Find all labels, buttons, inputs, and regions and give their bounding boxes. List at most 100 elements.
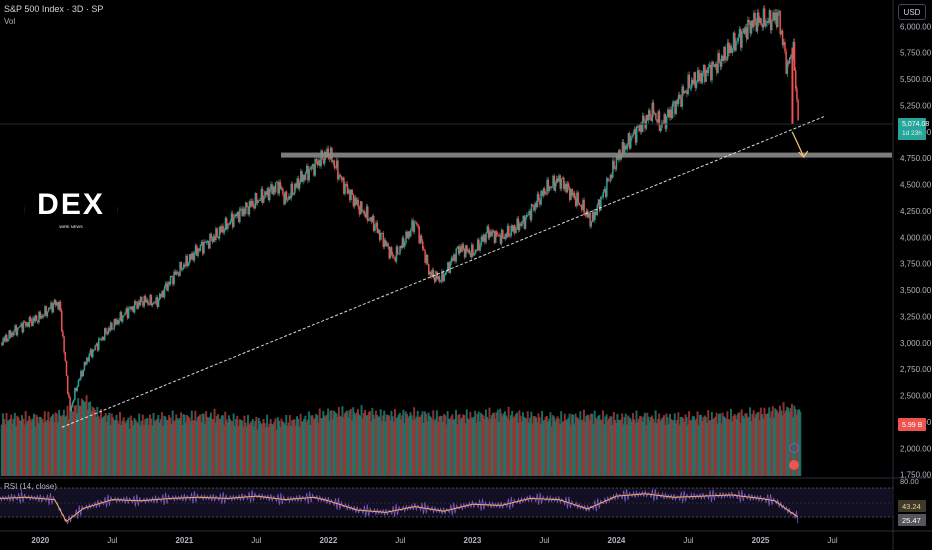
candle-body: [651, 102, 654, 121]
rsi-label: RSI (14, close): [4, 482, 57, 491]
volume-bar: [284, 424, 287, 476]
volume-bar: [213, 408, 216, 476]
candle-body: [437, 276, 440, 280]
candle-body: [541, 190, 544, 196]
candle-body: [545, 193, 547, 195]
candle-body: [579, 204, 582, 206]
volume-bar: [697, 425, 700, 476]
candle-body: [478, 239, 480, 251]
volume-bar: [456, 423, 459, 476]
candle-body: [682, 86, 685, 94]
volume-bar: [706, 422, 709, 476]
volume-bar: [74, 405, 77, 476]
volume-bar: [288, 415, 291, 476]
candle-body: [706, 70, 709, 73]
candle-body: [87, 357, 89, 362]
volume-bar: [396, 417, 399, 476]
volume-bar: [203, 423, 206, 476]
volume-bar: [287, 422, 290, 476]
volume-bar: [740, 409, 743, 476]
candle-body: [341, 177, 344, 180]
candle-body: [358, 206, 361, 215]
volume-bar: [459, 419, 462, 476]
candle-body: [376, 222, 379, 233]
candle-body: [50, 302, 52, 309]
volume-bar: [361, 418, 364, 476]
candle-body: [151, 303, 154, 306]
candle-body: [431, 269, 434, 278]
candle-body: [566, 183, 569, 193]
volume-bar: [32, 413, 35, 476]
candle-body: [645, 115, 648, 129]
dex-logo: DEX WIRE NEWS: [25, 154, 117, 266]
volume-bar: [538, 417, 541, 476]
volume-bar: [763, 407, 766, 476]
volume-bar: [673, 413, 676, 476]
candle-body: [273, 186, 276, 193]
support-level-line: [281, 152, 892, 158]
candle-body: [584, 215, 587, 216]
volume-bar: [727, 418, 730, 476]
candle-body: [286, 199, 289, 201]
lightning-icon[interactable]: [789, 443, 799, 453]
candle-body: [54, 299, 57, 306]
volume-bar: [487, 419, 490, 476]
candle-body: [9, 330, 12, 338]
candle-body: [705, 70, 707, 82]
volume-bar: [464, 423, 467, 476]
volume-bar: [613, 419, 616, 476]
volume-bar: [297, 418, 300, 476]
volume-bar: [457, 415, 460, 476]
volume-bar: [556, 416, 559, 476]
volume-bar: [769, 417, 772, 476]
volume-bar: [102, 416, 105, 476]
volume-bar: [348, 410, 351, 476]
volume-bar: [476, 413, 479, 476]
candle-body: [546, 179, 548, 195]
volume-bar: [138, 413, 141, 476]
volume-bar: [408, 415, 411, 476]
candle-body: [502, 230, 504, 237]
candle-body: [506, 225, 509, 238]
candle-body: [553, 175, 556, 191]
candle-body: [609, 174, 612, 182]
candle-body: [729, 45, 731, 54]
volume-bar: [324, 416, 327, 476]
candle-body: [343, 177, 345, 195]
volume-bar: [190, 410, 193, 476]
volume-bar: [524, 417, 527, 476]
candle-body: [598, 199, 601, 211]
volume-bar: [321, 418, 324, 476]
earnings-icon[interactable]: [789, 460, 799, 470]
volume-bar: [398, 412, 401, 476]
volume-bar: [612, 411, 615, 476]
volume-bar: [710, 411, 713, 476]
currency-button[interactable]: USD: [898, 4, 926, 20]
candle-body: [447, 262, 449, 271]
candle-body: [668, 109, 670, 118]
candle-body: [143, 295, 145, 307]
volume-bar: [786, 406, 789, 476]
volume-bar: [532, 415, 535, 476]
candle-body: [221, 225, 223, 233]
volume-bar: [257, 418, 260, 476]
volume-bar: [95, 416, 98, 476]
candle-body: [70, 406, 73, 411]
candle-body: [664, 114, 667, 129]
candle-body: [471, 244, 473, 258]
candle-body: [542, 188, 545, 196]
volume-bar: [249, 422, 252, 476]
candle-body: [419, 235, 422, 244]
candle-body: [198, 248, 200, 251]
volume-bar: [688, 411, 691, 476]
volume-bar: [56, 422, 59, 476]
volume-bar: [24, 411, 27, 476]
candle-body: [353, 197, 356, 207]
candle-body: [523, 215, 526, 229]
candle-body: [162, 290, 165, 298]
volume-bar: [30, 421, 33, 476]
candle-body: [791, 47, 794, 125]
candle-body: [604, 189, 607, 197]
volume-bar: [206, 416, 209, 476]
